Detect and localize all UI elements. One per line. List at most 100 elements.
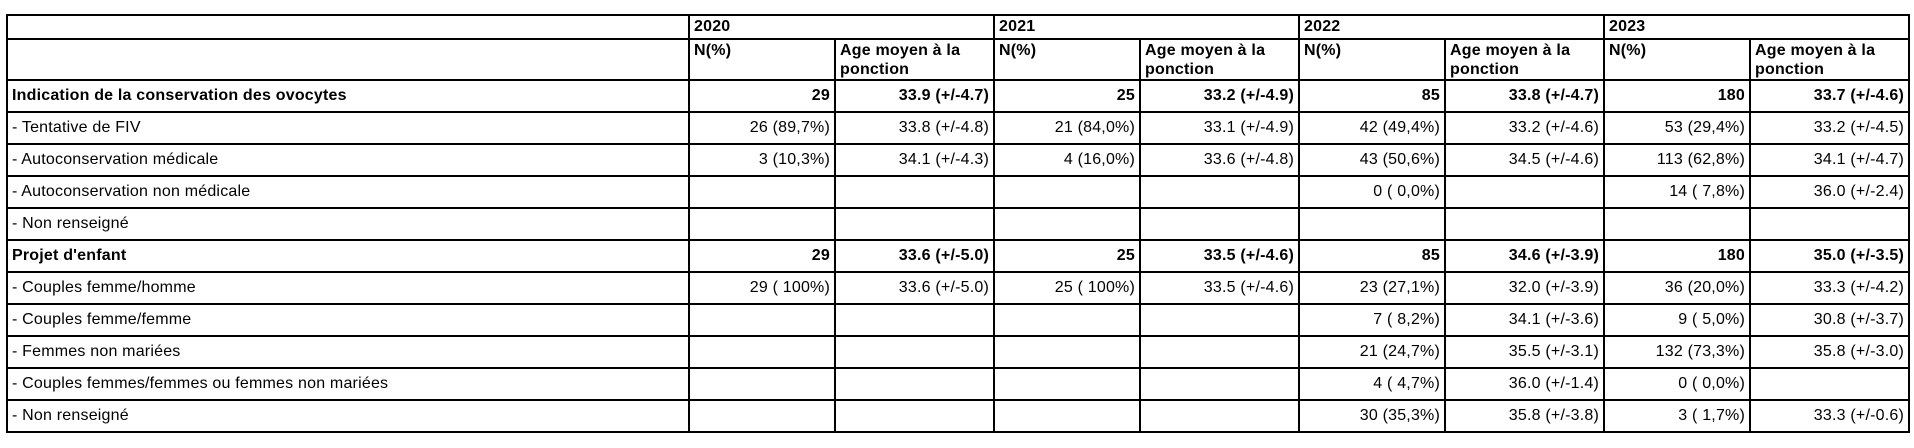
data-cell: 33.9 (+/-4.7)	[834, 79, 995, 113]
data-cell: 3 ( 1,7%)	[1603, 399, 1751, 433]
data-cell	[688, 207, 836, 241]
data-cell: 30 (35,3%)	[1298, 399, 1446, 433]
data-cell: 180	[1603, 79, 1751, 113]
mean-age-header: Age moyen à la ponction	[1749, 38, 1910, 81]
data-cell: 35.8 (+/-3.8)	[1444, 399, 1605, 433]
year-header-2022: 2022	[1298, 14, 1605, 40]
data-cell: 180	[1603, 239, 1751, 273]
data-cell: 7 ( 8,2%)	[1298, 303, 1446, 337]
data-cell	[1298, 207, 1446, 241]
data-cell: 9 ( 5,0%)	[1603, 303, 1751, 337]
data-cell: 34.1 (+/-4.7)	[1749, 143, 1910, 177]
table-body: Indication de la conservation des ovocyt…	[6, 79, 1910, 433]
table-row: - Autoconservation médicale 3 (10,3%) 34.1…	[6, 143, 1910, 177]
data-cell	[1139, 399, 1300, 433]
data-cell: 14 ( 7,8%)	[1603, 175, 1751, 209]
data-cell	[993, 399, 1141, 433]
data-cell: 113 (62,8%)	[1603, 143, 1751, 177]
data-cell: 21 (84,0%)	[993, 111, 1141, 145]
data-cell	[834, 335, 995, 369]
data-cell	[834, 207, 995, 241]
data-cell: 33.8 (+/-4.7)	[1444, 79, 1605, 113]
data-cell: 33.6 (+/-5.0)	[834, 271, 995, 305]
data-cell	[688, 303, 836, 337]
data-cell: 33.1 (+/-4.9)	[1139, 111, 1300, 145]
row-label: - Couples femme/femme	[6, 303, 690, 337]
data-cell	[1444, 175, 1605, 209]
data-cell: 33.3 (+/-4.2)	[1749, 271, 1910, 305]
data-cell: 21 (24,7%)	[1298, 335, 1446, 369]
data-cell	[993, 207, 1141, 241]
data-cell: 33.7 (+/-4.6)	[1749, 79, 1910, 113]
data-cell	[688, 335, 836, 369]
table-row: - Non renseigné 30 (35,3%) 35.8 (+/-3.8) 3 …	[6, 399, 1910, 433]
data-cell: 4 ( 4,7%)	[1298, 367, 1446, 401]
data-cell: 0 ( 0,0%)	[1298, 175, 1446, 209]
row-label: Indication de la conservation des ovocyt…	[6, 79, 690, 113]
data-cell: 29	[688, 239, 836, 273]
data-cell	[1139, 335, 1300, 369]
data-cell	[1749, 367, 1910, 401]
data-cell: 33.6 (+/-4.8)	[1139, 143, 1300, 177]
data-cell	[1603, 207, 1751, 241]
data-cell	[993, 335, 1141, 369]
data-cell	[1139, 367, 1300, 401]
data-cell: 25	[993, 239, 1141, 273]
data-cell	[993, 303, 1141, 337]
data-cell: 25	[993, 79, 1141, 113]
table-row: - Couples femme/homme 29 ( 100%) 33.6 (+/-…	[6, 271, 1910, 305]
data-cell	[688, 399, 836, 433]
data-cell	[1139, 175, 1300, 209]
table-row: - Non renseigné	[6, 207, 1910, 241]
mean-age-header: Age moyen à la ponction	[834, 38, 995, 81]
data-cell: 35.8 (+/-3.0)	[1749, 335, 1910, 369]
data-cell: 85	[1298, 79, 1446, 113]
row-label: - Non renseigné	[6, 207, 690, 241]
mean-age-header: Age moyen à la ponction	[1139, 38, 1300, 81]
data-cell: 33.3 (+/-0.6)	[1749, 399, 1910, 433]
table-row: Indication de la conservation des ovocyt…	[6, 79, 1910, 113]
table-row: - Femmes non mariées 21 (24,7%) 35.5 (+/-3…	[6, 335, 1910, 369]
data-cell	[993, 367, 1141, 401]
data-cell	[834, 399, 995, 433]
row-label: - Couples femme/homme	[6, 271, 690, 305]
mean-age-header: Age moyen à la ponction	[1444, 38, 1605, 81]
data-cell: 36 (20,0%)	[1603, 271, 1751, 305]
data-cell: 33.2 (+/-4.6)	[1444, 111, 1605, 145]
table-row: - Couples femmes/femmes ou femmes non ma…	[6, 367, 1910, 401]
data-cell: 29 ( 100%)	[688, 271, 836, 305]
data-cell: 35.5 (+/-3.1)	[1444, 335, 1605, 369]
data-cell: 4 (16,0%)	[993, 143, 1141, 177]
data-cell: 85	[1298, 239, 1446, 273]
n-percent-header: N(%)	[993, 38, 1141, 81]
data-cell: 26 (89,7%)	[688, 111, 836, 145]
data-cell: 34.6 (+/-3.9)	[1444, 239, 1605, 273]
data-cell	[1139, 303, 1300, 337]
data-cell: 23 (27,1%)	[1298, 271, 1446, 305]
data-cell	[1139, 207, 1300, 241]
oocyte-conservation-table: 2020 2021 2022 2023 N(%) Age moyen à la …	[6, 14, 1910, 433]
data-cell: 34.1 (+/-4.3)	[834, 143, 995, 177]
data-cell: 0 ( 0,0%)	[1603, 367, 1751, 401]
row-label: - Couples femmes/femmes ou femmes non ma…	[6, 367, 690, 401]
data-cell: 33.2 (+/-4.9)	[1139, 79, 1300, 113]
data-cell: 33.5 (+/-4.6)	[1139, 271, 1300, 305]
data-cell: 34.1 (+/-3.6)	[1444, 303, 1605, 337]
row-label: - Femmes non mariées	[6, 335, 690, 369]
data-cell	[1444, 207, 1605, 241]
data-cell: 33.2 (+/-4.5)	[1749, 111, 1910, 145]
data-cell: 36.0 (+/-1.4)	[1444, 367, 1605, 401]
data-cell: 33.8 (+/-4.8)	[834, 111, 995, 145]
data-cell	[834, 367, 995, 401]
table-row: - Tentative de FIV 26 (89,7%) 33.8 (+/-4.8…	[6, 111, 1910, 145]
data-cell: 25 ( 100%)	[993, 271, 1141, 305]
data-cell: 36.0 (+/-2.4)	[1749, 175, 1910, 209]
year-header-2021: 2021	[993, 14, 1300, 40]
row-label: - Autoconservation non médicale	[6, 175, 690, 209]
corner-cell	[6, 38, 690, 81]
row-label: - Autoconservation médicale	[6, 143, 690, 177]
data-cell	[993, 175, 1141, 209]
table-row: - Couples femme/femme 7 ( 8,2%) 34.1 (+/-3…	[6, 303, 1910, 337]
data-cell: 33.6 (+/-5.0)	[834, 239, 995, 273]
